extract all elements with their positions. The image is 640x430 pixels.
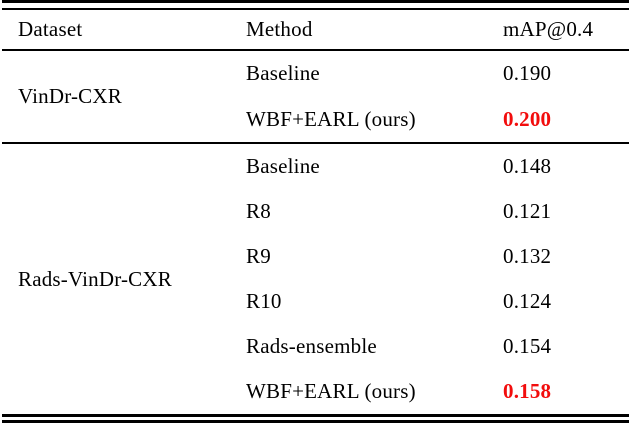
table-row: Baseline 0.148 <box>246 144 629 189</box>
method-cell: R8 <box>246 199 271 223</box>
top-rule-outer <box>2 0 629 3</box>
value-cell: 0.148 <box>503 154 552 178</box>
value-cell: 0.132 <box>503 244 552 268</box>
bottom-rule-outer <box>2 414 629 417</box>
value-cell: 0.190 <box>503 61 552 86</box>
table-row: Rads-ensemble 0.154 <box>246 324 629 369</box>
results-table: Dataset Method mAP@0.4 VinDr-CXR Baselin… <box>2 0 629 423</box>
method-cell: R10 <box>246 289 282 313</box>
top-rule-inner <box>2 8 629 10</box>
bottom-rule-inner <box>2 420 629 423</box>
value-cell: 0.154 <box>503 334 552 358</box>
dataset-label: Rads-VinDr-CXR <box>18 266 172 291</box>
table-row: R8 0.121 <box>246 189 629 234</box>
method-cell: R9 <box>246 244 271 268</box>
table-row: WBF+EARL (ours) 0.200 <box>246 97 629 143</box>
table-row: R10 0.124 <box>246 279 629 324</box>
method-cell: WBF+EARL (ours) <box>246 379 416 403</box>
method-cell: Baseline <box>246 61 320 86</box>
header-rule <box>2 49 629 51</box>
section-rule <box>2 142 629 144</box>
dataset-label: VinDr-CXR <box>18 84 122 108</box>
method-cell: Rads-ensemble <box>246 334 377 358</box>
column-header-dataset: Dataset <box>18 17 83 41</box>
value-cell: 0.121 <box>503 199 552 223</box>
value-cell: 0.124 <box>503 289 552 313</box>
table-row: Baseline 0.190 <box>246 51 629 97</box>
method-cell: WBF+EARL (ours) <box>246 106 416 131</box>
column-header-method: Method <box>246 17 313 41</box>
table-section-vindr-cxr: VinDr-CXR Baseline 0.190 WBF+EARL (ours)… <box>2 51 629 142</box>
table-section-rads-vindr-cxr: Rads-VinDr-CXR Baseline 0.148 R8 0.121 R… <box>2 144 629 414</box>
value-cell-highlighted: 0.158 <box>503 379 552 403</box>
value-cell-highlighted: 0.200 <box>503 106 552 131</box>
method-cell: Baseline <box>246 154 320 178</box>
table-header-row: Dataset Method mAP@0.4 <box>2 10 629 49</box>
table-row: R9 0.132 <box>246 234 629 279</box>
table-row: WBF+EARL (ours) 0.158 <box>246 369 629 414</box>
column-header-metric: mAP@0.4 <box>503 17 594 41</box>
